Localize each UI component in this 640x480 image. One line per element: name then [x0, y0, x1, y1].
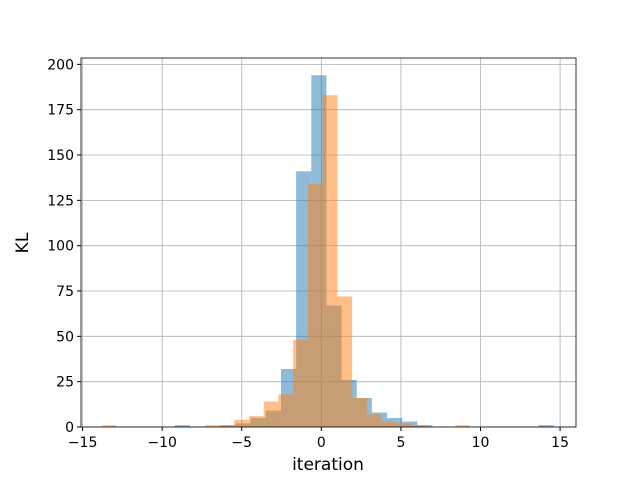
histogram-bar: [278, 394, 294, 427]
histogram-bar: [293, 339, 308, 427]
y-tick-label: 25: [56, 375, 74, 391]
histogram-bar: [204, 425, 220, 427]
histogram-bar: [411, 425, 426, 427]
histogram-bar: [263, 401, 279, 427]
histogram-bar: [455, 425, 470, 427]
histogram-bar: [234, 419, 250, 427]
x-tick-label: 0: [317, 435, 326, 451]
histogram-bar: [249, 416, 264, 427]
x-tick-label: −5: [231, 435, 252, 451]
y-tick-label: 100: [47, 239, 74, 255]
histogram-bar: [366, 414, 382, 427]
y-tick-label: 200: [47, 57, 74, 73]
histogram-bar: [322, 95, 338, 427]
histogram-bar: [381, 421, 397, 427]
x-tick-label: 5: [396, 435, 405, 451]
x-axis-label: iteration: [292, 455, 364, 475]
plot-frame: [80, 57, 577, 428]
x-tick-label: −10: [147, 435, 177, 451]
y-tick-label: 50: [56, 329, 74, 345]
x-tick-label: 15: [551, 435, 569, 451]
y-tick-label: 150: [47, 148, 74, 164]
x-tick-label: −15: [68, 435, 98, 451]
y-tick-label: 125: [47, 193, 74, 209]
y-axis-label: KL: [13, 232, 33, 253]
x-tick-label: 10: [472, 435, 490, 451]
y-tick-label: 175: [47, 103, 74, 119]
histogram-bar: [219, 425, 235, 427]
y-tick-label: 0: [65, 420, 74, 436]
histogram-bar: [396, 423, 412, 427]
histogram-bar: [538, 425, 554, 427]
histogram-bar: [352, 397, 367, 427]
histogram-bar: [174, 425, 191, 427]
histogram-bar: [337, 296, 353, 427]
y-tick-label: 75: [56, 284, 74, 300]
histogram-bar: [307, 184, 323, 427]
histogram-bar: [101, 425, 117, 427]
